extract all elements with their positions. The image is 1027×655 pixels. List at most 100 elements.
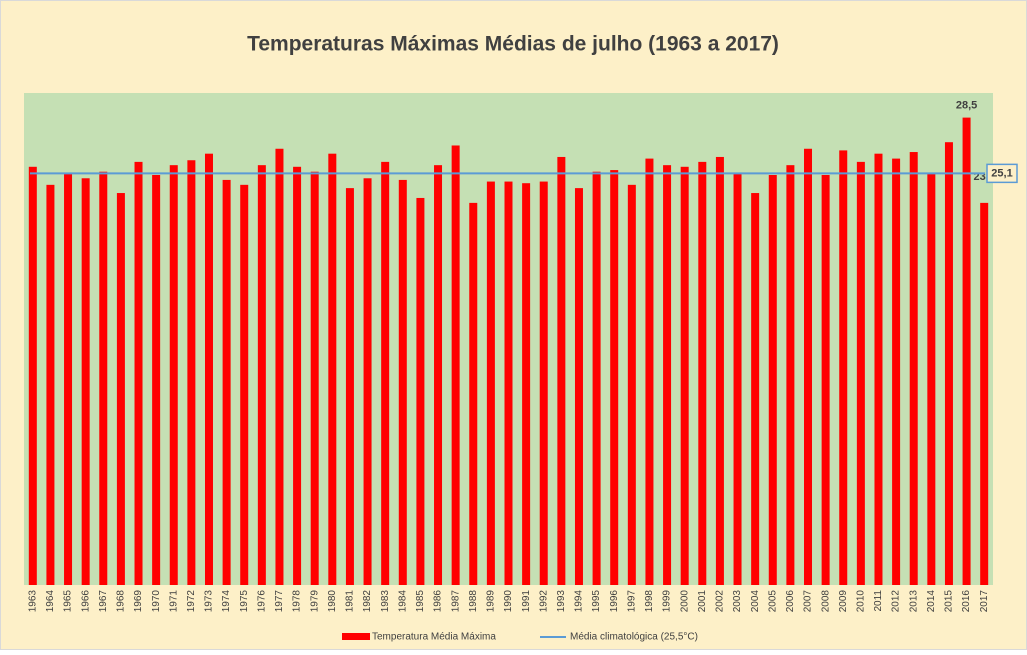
bar xyxy=(962,117,971,585)
x-tick-label: 1969 xyxy=(133,590,144,613)
bar xyxy=(381,161,390,585)
x-tick-label: 1983 xyxy=(380,590,391,613)
x-tick-label: 1989 xyxy=(486,590,497,613)
bar xyxy=(486,181,495,585)
x-tick-label: 2005 xyxy=(767,590,778,613)
bar xyxy=(574,188,583,585)
data-label: 28,5 xyxy=(956,100,977,112)
x-tick-label: 1990 xyxy=(503,590,514,613)
bar xyxy=(28,166,37,586)
x-tick-label: 2009 xyxy=(838,590,849,613)
x-tick-label: 1975 xyxy=(239,590,250,613)
bar xyxy=(99,171,108,585)
x-tick-label: 1996 xyxy=(609,590,620,613)
bar xyxy=(680,166,689,586)
x-tick-label: 1973 xyxy=(204,590,215,613)
x-tick-label: 1966 xyxy=(80,590,91,613)
legend-swatch xyxy=(342,633,370,640)
bar xyxy=(980,202,989,585)
bar xyxy=(839,150,848,585)
bar xyxy=(116,193,125,586)
x-tick-label: 1991 xyxy=(521,590,532,613)
x-tick-label: 2000 xyxy=(679,590,690,613)
x-tick-label: 2016 xyxy=(961,590,972,613)
x-tick-label: 1982 xyxy=(362,590,373,613)
x-tick-label: 1985 xyxy=(415,590,426,613)
bar xyxy=(363,178,372,585)
bar xyxy=(293,166,302,586)
x-tick-label: 2011 xyxy=(873,590,884,612)
x-tick-label: 2017 xyxy=(979,590,990,613)
bar xyxy=(751,193,760,586)
bar xyxy=(909,152,918,586)
bar xyxy=(64,173,73,586)
x-tick-label: 1986 xyxy=(433,590,444,613)
x-tick-label: 1992 xyxy=(538,590,549,613)
bar xyxy=(398,179,407,586)
x-tick-label: 2002 xyxy=(715,590,726,613)
bar xyxy=(416,197,425,585)
bar xyxy=(627,184,636,585)
bar xyxy=(187,160,196,586)
bar xyxy=(645,158,654,585)
x-tick-label: 2006 xyxy=(785,590,796,613)
bar xyxy=(152,175,161,585)
x-tick-label: 1984 xyxy=(397,590,408,613)
bar xyxy=(169,165,178,585)
bar xyxy=(539,181,548,585)
bar xyxy=(134,161,143,585)
x-tick-label: 1995 xyxy=(591,590,602,613)
x-tick-label: 1979 xyxy=(309,590,320,613)
reference-label: 25,1 xyxy=(991,167,1012,179)
bar xyxy=(204,153,213,585)
x-tick-label: 1994 xyxy=(574,590,585,613)
bar xyxy=(874,153,883,585)
x-tick-label: 1999 xyxy=(662,590,673,613)
x-tick-label: 1963 xyxy=(27,590,38,613)
x-tick-label: 2007 xyxy=(803,590,814,613)
bar xyxy=(892,158,901,585)
x-tick-label: 1968 xyxy=(116,590,127,613)
bar xyxy=(451,145,460,586)
x-tick-label: 2013 xyxy=(908,590,919,613)
x-tick-label: 1981 xyxy=(345,590,356,613)
bar xyxy=(557,156,566,585)
bar xyxy=(927,173,936,586)
bar xyxy=(345,188,354,585)
bar xyxy=(592,171,601,585)
bar xyxy=(663,165,672,585)
bar xyxy=(944,142,953,585)
bar xyxy=(856,161,865,585)
x-tick-label: 1993 xyxy=(556,590,567,613)
x-tick-label: 1965 xyxy=(63,590,74,613)
x-tick-label: 1970 xyxy=(151,590,162,613)
bar xyxy=(733,173,742,586)
bar xyxy=(81,178,90,585)
legend-label: Temperatura Média Máxima xyxy=(372,632,496,643)
x-tick-label: 2003 xyxy=(732,590,743,613)
chart-title: Temperaturas Máximas Médias de julho (19… xyxy=(247,33,779,56)
bar xyxy=(328,153,337,585)
x-tick-label: 1988 xyxy=(468,590,479,613)
bar xyxy=(768,175,777,585)
bar xyxy=(434,165,443,585)
legend-label: Média climatológica (25,5°C) xyxy=(570,632,698,643)
x-tick-label: 2014 xyxy=(926,590,937,613)
bar xyxy=(469,202,478,585)
x-tick-label: 1971 xyxy=(168,590,179,613)
x-tick-label: 1977 xyxy=(274,590,285,613)
x-tick-label: 1997 xyxy=(626,590,637,613)
x-tick-label: 2010 xyxy=(856,590,867,613)
x-tick-label: 1978 xyxy=(292,590,303,613)
bar xyxy=(786,165,795,585)
x-tick-label: 1967 xyxy=(98,590,109,613)
x-tick-label: 1976 xyxy=(256,590,267,613)
reference-label-box xyxy=(986,163,1018,184)
x-tick-label: 1974 xyxy=(221,590,232,613)
x-tick-label: 1998 xyxy=(644,590,655,613)
bar xyxy=(222,179,231,586)
bar xyxy=(504,181,513,585)
x-tick-label: 1964 xyxy=(45,590,56,613)
bar xyxy=(310,171,319,585)
